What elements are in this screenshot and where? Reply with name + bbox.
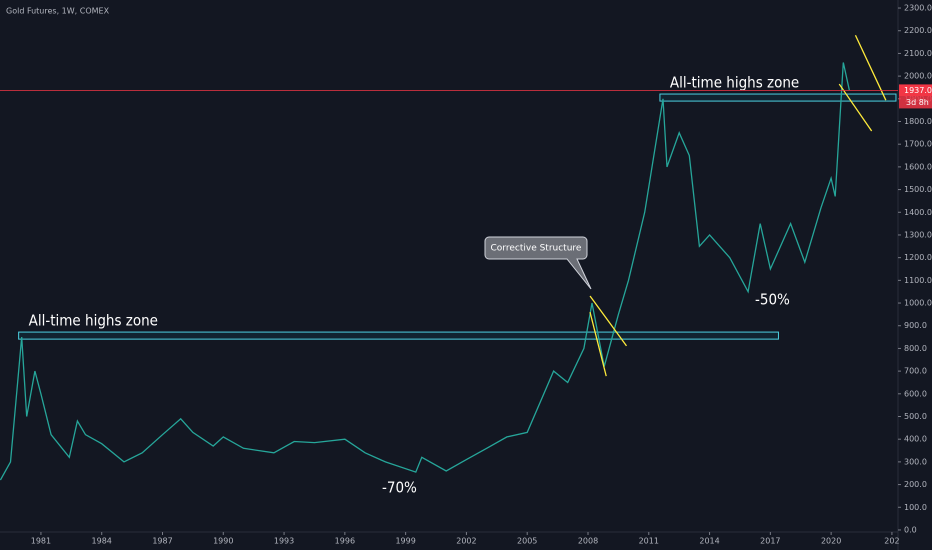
y-tick-label: 400.0 [904,435,927,444]
y-tick-label: 1000.0 [904,299,932,308]
x-tick-label: 2008 [578,537,598,546]
y-tick-label: 1700.0 [904,140,932,149]
y-tick-label: 200.0 [904,480,927,489]
chart-title: Gold Futures, 1W, COMEX [6,7,110,16]
x-tick-label: 1999 [395,537,415,546]
zone-label: All-time highs zone [29,312,158,330]
countdown-badge [899,96,932,109]
y-tick-label: 300.0 [904,457,927,466]
y-tick-label: 0.0 [904,525,917,534]
y-tick-label: 800.0 [904,344,927,353]
trendline [589,311,607,377]
trendline [854,34,887,101]
y-tick-label: 1300.0 [904,230,932,239]
x-tick-label: 1990 [213,537,233,546]
y-tick-label: 1400.0 [904,208,932,217]
countdown-label: 3d 8h [906,98,929,107]
y-tick-label: 1600.0 [904,162,932,171]
x-tick-label: 2020 [821,537,841,546]
y-tick-label: 600.0 [904,389,927,398]
x-tick-label: 2002 [456,537,476,546]
x-tick-label: 202 [884,537,899,546]
last-price-badge [899,84,932,97]
trendline [589,295,628,347]
trendline [838,83,873,132]
y-tick-label: 700.0 [904,367,927,376]
x-tick-label: 2005 [517,537,537,546]
zone [659,93,897,102]
y-tick-label: 2200.0 [904,26,932,35]
x-tick-label: 2011 [639,537,659,546]
price-line [0,62,851,481]
y-tick-label: 2100.0 [904,49,932,58]
x-tick-label: 1981 [31,537,51,546]
x-tick-label: 1996 [335,537,355,546]
drawdown-label: -70% [382,479,417,497]
zone [18,331,779,340]
y-tick-label: 900.0 [904,321,927,330]
y-tick-label: 500.0 [904,412,927,421]
y-tick-label: 1100.0 [904,276,932,285]
x-tick-label: 2014 [699,537,719,546]
x-tick-label: 1984 [92,537,112,546]
x-tick-label: 2017 [760,537,780,546]
callout-box [484,236,592,290]
x-tick-label: 1993 [274,537,294,546]
y-tick-label: 1200.0 [904,253,932,262]
x-tick-label: 1987 [152,537,172,546]
y-tick-label: 2000.0 [904,72,932,81]
drawdown-label: -50% [755,291,790,309]
last-price-label: 1937.0 [904,86,932,95]
y-tick-label: 1800.0 [904,117,932,126]
zone-label: All-time highs zone [670,74,799,92]
y-tick-label: 2300.0 [904,4,932,13]
y-tick-label: 100.0 [904,503,927,512]
callout-text: Corrective Structure [491,244,582,254]
y-tick-label: 1500.0 [904,185,932,194]
